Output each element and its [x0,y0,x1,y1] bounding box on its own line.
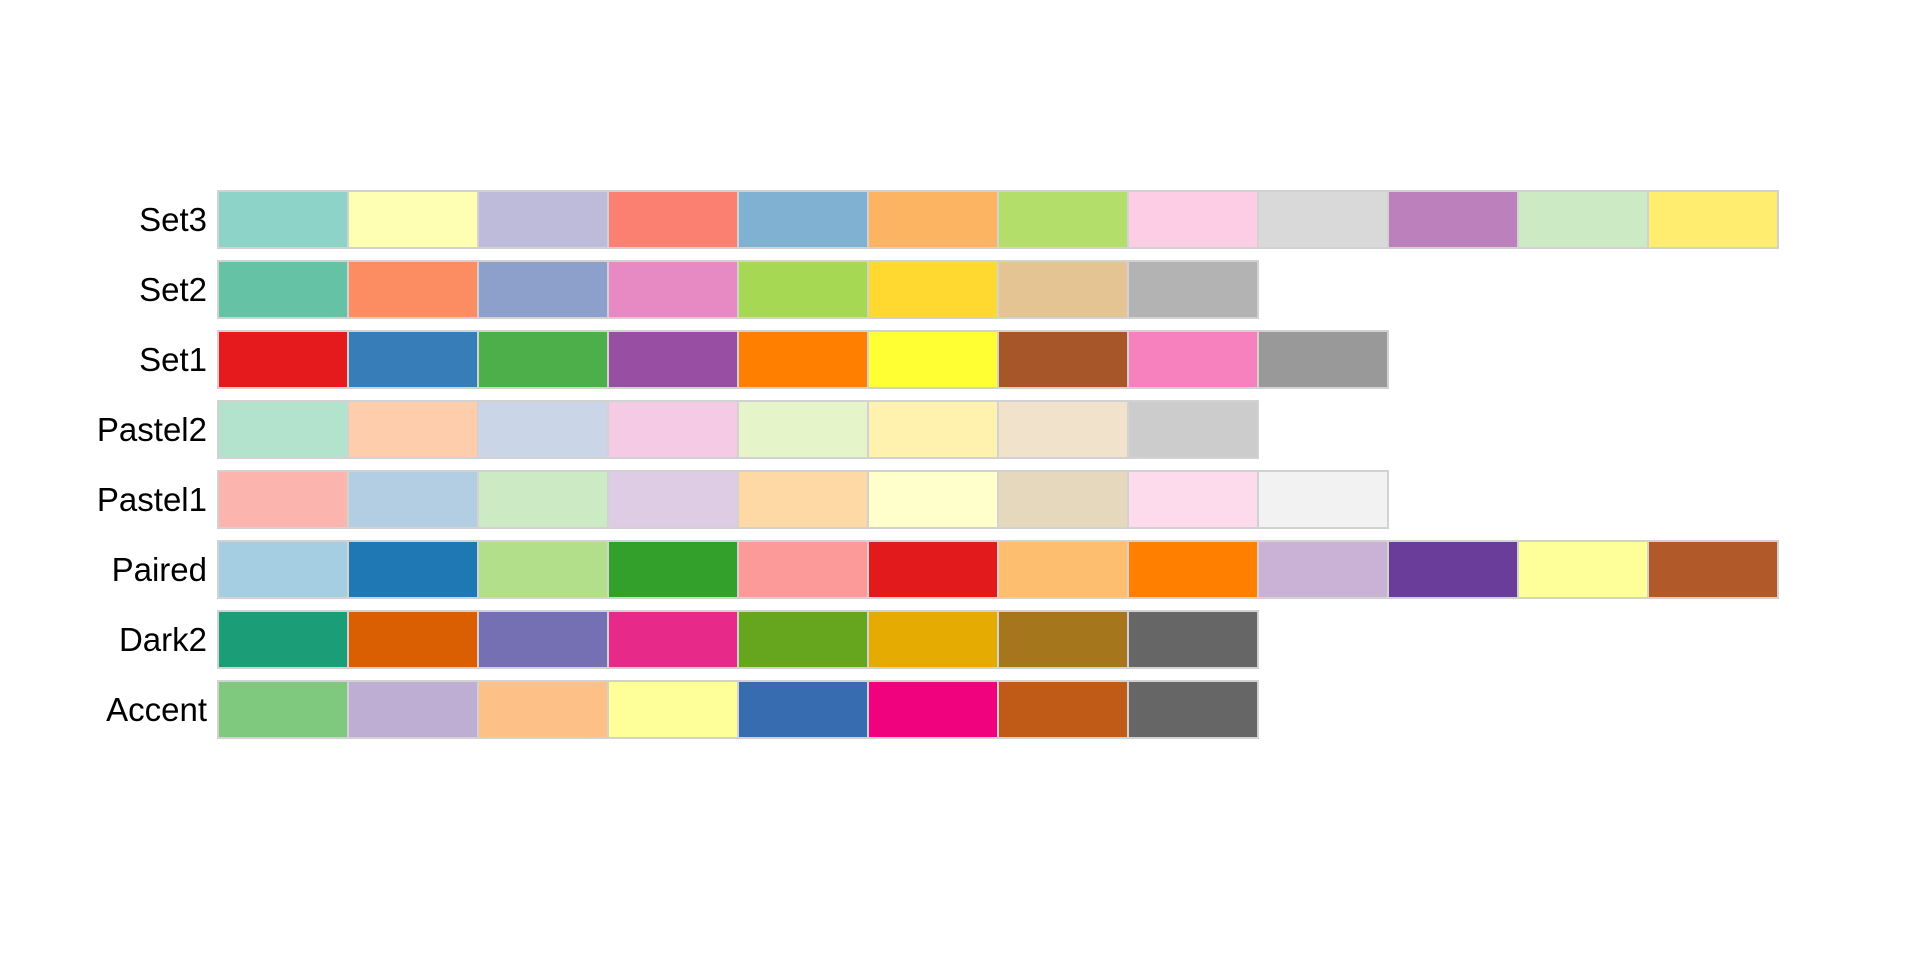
color-swatch [1129,262,1257,317]
palette-row-paired: Paired [0,540,1779,599]
palette-row-pastel2: Pastel2 [0,400,1779,459]
color-swatch [219,262,347,317]
color-swatch [349,472,477,527]
palette-row-pastel1: Pastel1 [0,470,1779,529]
palette-row-accent: Accent [0,680,1779,739]
color-swatch [479,262,607,317]
color-swatch [869,402,997,457]
color-swatch [1129,192,1257,247]
color-swatch [739,332,867,387]
color-swatch [1389,542,1517,597]
palette-label: Paired [111,551,207,588]
palette-strip [217,540,1779,599]
color-swatch [869,262,997,317]
color-swatch [479,542,607,597]
color-swatch [479,682,607,737]
color-swatch [219,542,347,597]
color-swatch [739,262,867,317]
palette-strip [217,610,1259,669]
palette-strip [217,190,1779,249]
color-swatch [739,612,867,667]
color-swatch [219,402,347,457]
color-swatch [999,332,1127,387]
color-swatch [219,472,347,527]
color-swatch [1129,332,1257,387]
color-swatch [869,612,997,667]
color-swatch [219,332,347,387]
color-swatch [1129,682,1257,737]
color-swatch [1129,542,1257,597]
color-swatch [999,682,1127,737]
color-swatch [869,472,997,527]
color-swatch [869,682,997,737]
color-swatch [1129,472,1257,527]
color-swatch [999,402,1127,457]
color-swatch [609,402,737,457]
color-swatch [479,612,607,667]
palette-label: Accent [106,691,207,728]
color-swatch [1649,192,1777,247]
color-swatch [1129,402,1257,457]
color-swatch [1389,192,1517,247]
color-swatch [219,682,347,737]
palette-row-set1: Set1 [0,330,1779,389]
color-swatch [609,332,737,387]
color-swatch [349,192,477,247]
palette-strip [217,260,1259,319]
color-swatch [219,192,347,247]
palette-row-set2: Set2 [0,260,1779,319]
color-swatch [349,262,477,317]
color-swatch [869,542,997,597]
color-swatch [219,612,347,667]
color-swatch [349,682,477,737]
palette-label: Pastel1 [96,481,207,518]
color-swatch [739,682,867,737]
palette-strip [217,330,1389,389]
color-swatch [999,472,1127,527]
palette-label: Pastel2 [96,411,207,448]
color-swatch [609,262,737,317]
palette-strip [217,400,1259,459]
color-swatch [609,542,737,597]
color-swatch [869,332,997,387]
color-swatch [609,472,737,527]
color-swatch [999,192,1127,247]
color-swatch [1519,542,1647,597]
color-swatch [1129,612,1257,667]
color-swatch [739,472,867,527]
colormap-palette-figure: Set3 Set2 Set1 Pastel2 Pastel1 Paired Dark2 Acc… [0,190,1779,750]
palette-strip [217,470,1389,529]
palette-label: Set2 [139,271,207,308]
color-swatch [1649,542,1777,597]
palette-label: Set1 [139,341,207,378]
color-swatch [999,262,1127,317]
color-swatch [349,542,477,597]
color-swatch [609,192,737,247]
color-swatch [349,612,477,667]
palette-label: Dark2 [118,621,207,658]
color-swatch [479,472,607,527]
color-swatch [1519,192,1647,247]
color-swatch [479,402,607,457]
color-swatch [349,402,477,457]
color-swatch [1259,472,1387,527]
color-swatch [479,192,607,247]
palette-strip [217,680,1259,739]
palette-row-set3: Set3 [0,190,1779,249]
color-swatch [739,402,867,457]
color-swatch [1259,542,1387,597]
color-swatch [1259,332,1387,387]
color-swatch [479,332,607,387]
color-swatch [999,612,1127,667]
color-swatch [609,682,737,737]
color-swatch [609,612,737,667]
palette-row-dark2: Dark2 [0,610,1779,669]
color-swatch [869,192,997,247]
color-swatch [739,192,867,247]
color-swatch [739,542,867,597]
color-swatch [999,542,1127,597]
color-swatch [349,332,477,387]
color-swatch [1259,192,1387,247]
palette-label: Set3 [139,201,207,238]
